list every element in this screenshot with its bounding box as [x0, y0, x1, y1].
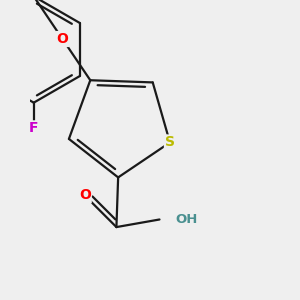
- Text: F: F: [29, 122, 38, 135]
- Text: S: S: [165, 136, 175, 149]
- Text: O: O: [79, 188, 91, 203]
- Text: OH: OH: [175, 213, 197, 226]
- Text: O: O: [56, 32, 68, 46]
